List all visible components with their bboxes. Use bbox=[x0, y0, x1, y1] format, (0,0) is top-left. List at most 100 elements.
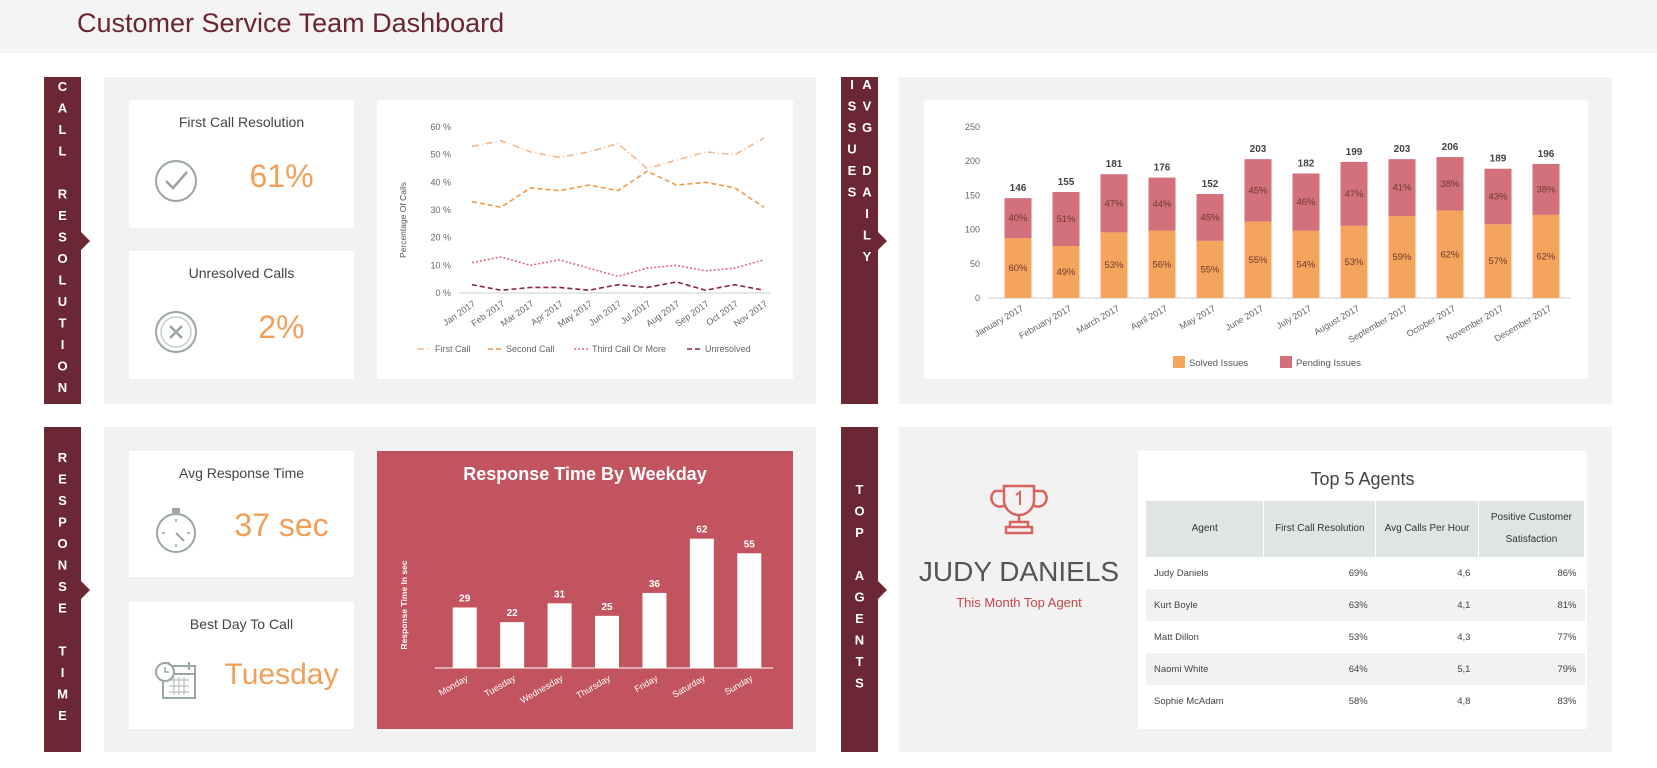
x-icon bbox=[155, 311, 197, 353]
bar-segment bbox=[1532, 214, 1560, 298]
kpi-card: Avg Response Time 37 sec bbox=[129, 451, 354, 577]
x-tick-label: February 2017 bbox=[1017, 303, 1073, 341]
kpi-label: Unresolved Calls bbox=[188, 265, 295, 281]
x-tick-label: Tuesday bbox=[483, 673, 518, 699]
bar-segment bbox=[1052, 191, 1080, 247]
y-tick-label: 20 % bbox=[430, 233, 451, 243]
bar-chart: Response Time By Weekday Response Time In… bbox=[377, 451, 793, 729]
total-label: 181 bbox=[1106, 159, 1123, 170]
x-tick-label: Monday bbox=[437, 673, 470, 698]
x-tick-label: Sep 2017 bbox=[673, 298, 710, 328]
kpi-card: Unresolved Calls 2% bbox=[129, 251, 354, 379]
x-tick-label: April 2017 bbox=[1129, 303, 1169, 332]
total-label: 155 bbox=[1058, 177, 1075, 188]
bar-segment bbox=[1388, 159, 1416, 217]
x-tick-label: July 2017 bbox=[1275, 303, 1313, 331]
value-label: 62 bbox=[696, 525, 708, 536]
bar-segment bbox=[1484, 168, 1512, 225]
top-agent-name: JUDY DANIELS bbox=[918, 556, 1120, 587]
bar bbox=[737, 553, 762, 668]
bar-segment bbox=[1436, 210, 1464, 298]
segment-label: 54% bbox=[1296, 259, 1316, 270]
trophy-icon bbox=[990, 484, 1048, 535]
bar-segment bbox=[1532, 163, 1560, 215]
bar-segment bbox=[1148, 177, 1176, 231]
kpi-value: 2% bbox=[258, 309, 305, 345]
segment-label: 47% bbox=[1104, 198, 1124, 209]
line-series bbox=[471, 256, 765, 278]
y-tick-label: 50 bbox=[970, 259, 980, 269]
segment-label: 55% bbox=[1200, 264, 1220, 275]
bar-segment bbox=[1052, 246, 1080, 298]
y-tick-label: 150 bbox=[965, 190, 980, 200]
check-icon bbox=[155, 160, 197, 202]
legend-swatch bbox=[1280, 356, 1292, 368]
table-cell: Sophie McAdam bbox=[1154, 695, 1224, 707]
column-header: Positive Customer Satisfaction bbox=[1478, 501, 1586, 557]
segment-label: 38% bbox=[1536, 184, 1556, 195]
table-cell: 4,8 bbox=[1457, 695, 1471, 707]
bar-segment bbox=[1292, 173, 1320, 231]
table-cell: Matt Dillon bbox=[1154, 631, 1199, 643]
value-label: 31 bbox=[554, 589, 566, 600]
table-row: Kurt Boyle 63% 4,1 81% bbox=[1146, 589, 1585, 621]
bar bbox=[642, 592, 667, 668]
table-row: Matt Dillon 53% 4,3 77% bbox=[1146, 621, 1585, 653]
value-label: 55 bbox=[744, 539, 756, 550]
section-tab: AVG DAILY ISSUES bbox=[841, 77, 887, 404]
top-agent-caption: This Month Top Agent bbox=[956, 595, 1082, 610]
x-tick-label: May 2017 bbox=[1178, 303, 1217, 331]
segment-label: 62% bbox=[1440, 249, 1460, 260]
bar-segment bbox=[1340, 225, 1368, 298]
segment-label: 41% bbox=[1392, 183, 1412, 194]
bar-segment bbox=[1484, 224, 1512, 298]
line-chart: Percentage Of Calls 0 % 10 % 20 % 30 % 40 % 50… bbox=[377, 100, 793, 379]
y-tick-label: 50 % bbox=[430, 150, 451, 160]
table-row: Judy Daniels 69% 4,6 86% bbox=[1146, 557, 1585, 589]
total-label: 206 bbox=[1442, 142, 1459, 153]
bar-segment bbox=[1244, 159, 1272, 222]
section-label: TOP AGENTS bbox=[852, 482, 867, 697]
section-tab: RESPONSE TIME bbox=[44, 427, 90, 752]
table-cell: 58% bbox=[1348, 695, 1368, 707]
table-cell: Judy Daniels bbox=[1154, 567, 1209, 579]
segment-label: 59% bbox=[1392, 252, 1412, 263]
stopwatch-icon bbox=[156, 508, 196, 553]
table-card: Top 5 Agents Agent First Call Resolution A… bbox=[1138, 451, 1587, 729]
bar bbox=[689, 538, 714, 668]
chart-title: Response Time By Weekday bbox=[463, 464, 706, 484]
segment-label: 40% bbox=[1008, 213, 1028, 224]
bar-segment bbox=[1388, 216, 1416, 298]
legend-label: First Call bbox=[435, 344, 471, 354]
table-cell: 53% bbox=[1348, 631, 1368, 643]
kpi-value: Tuesday bbox=[224, 658, 339, 691]
bar bbox=[452, 607, 477, 668]
bar-segment bbox=[1340, 161, 1368, 226]
total-label: 199 bbox=[1346, 147, 1363, 158]
y-tick-label: 60 % bbox=[430, 122, 451, 132]
bar-segment bbox=[1292, 230, 1320, 298]
x-tick-label: Saturday bbox=[671, 673, 708, 700]
legend-label: Solved Issues bbox=[1189, 358, 1248, 369]
x-tick-label: Mar 2017 bbox=[499, 298, 536, 328]
segment-label: 47% bbox=[1344, 189, 1364, 200]
x-tick-label: Friday bbox=[633, 673, 660, 694]
segment-label: 62% bbox=[1536, 251, 1556, 262]
total-label: 176 bbox=[1154, 163, 1171, 174]
total-label: 189 bbox=[1490, 154, 1507, 165]
segment-label: 45% bbox=[1200, 212, 1220, 223]
column-header: First Call Resolution bbox=[1263, 501, 1377, 557]
kpi-label: Avg Response Time bbox=[178, 465, 305, 481]
segment-label: 53% bbox=[1344, 257, 1364, 268]
legend-swatch bbox=[1173, 356, 1185, 368]
line-series bbox=[471, 170, 765, 209]
x-tick-label: Wednesday bbox=[519, 673, 565, 706]
table-cell: 83% bbox=[1557, 695, 1577, 707]
y-tick-label: 0 % bbox=[435, 288, 451, 298]
x-tick-label: March 2017 bbox=[1075, 303, 1121, 335]
segment-label: 45% bbox=[1248, 185, 1268, 196]
bar-segment bbox=[1196, 194, 1224, 241]
segment-label: 44% bbox=[1152, 199, 1172, 210]
table-row: Sophie McAdam 58% 4,8 83% bbox=[1146, 685, 1585, 717]
